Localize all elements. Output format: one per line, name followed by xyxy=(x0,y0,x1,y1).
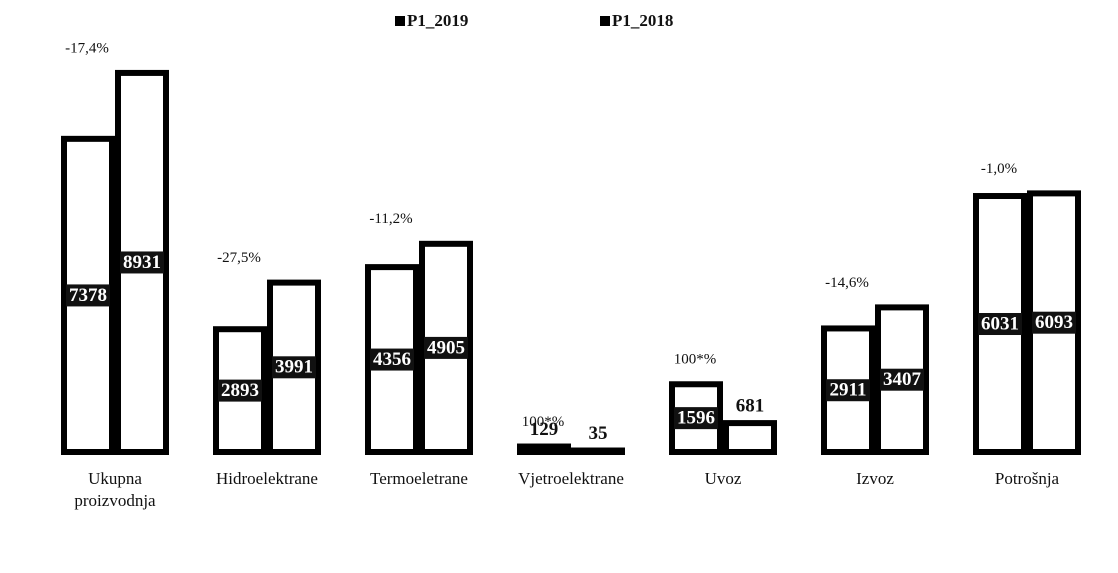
value-label: 681 xyxy=(736,395,765,416)
annotation: -17,4% xyxy=(65,40,109,56)
annotation: 100*% xyxy=(522,414,565,430)
x-tick-label: Izvoz xyxy=(856,469,894,488)
value-label-bg xyxy=(1032,311,1076,334)
value-label: 4905 xyxy=(427,337,465,358)
value-label: 4356 xyxy=(373,349,411,370)
value-label-bg xyxy=(880,368,924,391)
value-label-bg xyxy=(218,379,262,402)
x-tick-label: Uvoz xyxy=(704,469,742,488)
bar xyxy=(517,443,571,455)
value-label-bg xyxy=(826,379,870,402)
x-tick-label: Termoeletrane xyxy=(370,469,468,488)
annotation: 100*% xyxy=(674,352,717,368)
value-label-bg xyxy=(120,251,164,274)
bar xyxy=(723,420,777,456)
value-label-bg xyxy=(978,313,1022,336)
x-tick-label: Hidroelektrane xyxy=(216,469,318,488)
value-label: 2893 xyxy=(221,380,259,401)
x-tick-label: Vjetroelektrane xyxy=(518,469,624,488)
x-tick-label: Ukupna proizvodnja xyxy=(74,469,156,510)
value-label: 3991 xyxy=(275,357,313,378)
value-label: 6031 xyxy=(981,313,1019,334)
value-label: 2911 xyxy=(830,380,867,401)
bar xyxy=(571,447,625,455)
annotation: -14,6% xyxy=(825,275,869,291)
annotation: -27,5% xyxy=(217,250,261,266)
value-label-bg xyxy=(424,336,468,359)
annotation: -11,2% xyxy=(369,211,412,227)
legend-label: P1_2018 xyxy=(612,11,673,30)
x-tick-label: Potrošnja xyxy=(994,469,1060,488)
value-label: 8931 xyxy=(123,252,161,273)
value-label-bg xyxy=(66,284,110,307)
value-label: 35 xyxy=(589,423,608,444)
legend-swatch xyxy=(395,16,405,26)
value-label: 7378 xyxy=(69,285,107,306)
annotation: -1,0% xyxy=(981,161,1017,177)
value-label: 6093 xyxy=(1035,312,1073,333)
value-label: 129 xyxy=(530,419,559,440)
value-label: 3407 xyxy=(883,369,922,390)
value-label-bg xyxy=(272,356,316,379)
legend-label: P1_2019 xyxy=(407,11,468,30)
value-label-bg xyxy=(370,348,414,371)
legend-swatch xyxy=(600,16,610,26)
value-label: 1596 xyxy=(677,407,715,428)
value-label-bg xyxy=(674,407,718,430)
